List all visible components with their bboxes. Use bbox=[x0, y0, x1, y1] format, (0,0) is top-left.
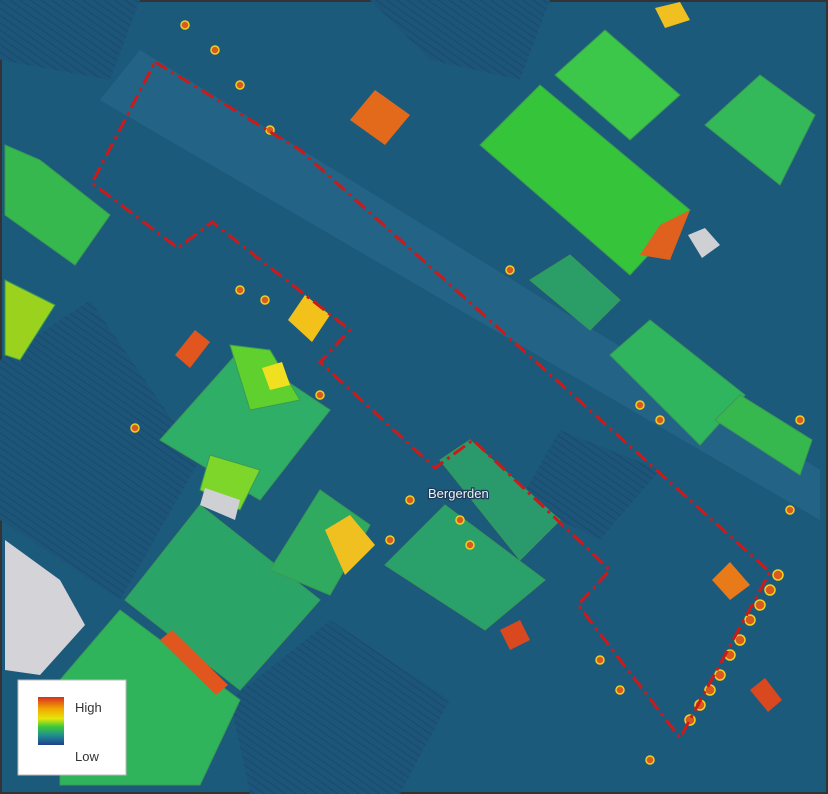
legend-low: Low bbox=[75, 749, 99, 764]
paved-area bbox=[200, 488, 240, 520]
study-area-boundary bbox=[90, 59, 772, 741]
paved-area bbox=[688, 228, 720, 258]
legend-box bbox=[17, 679, 127, 776]
legend-high: High bbox=[75, 700, 102, 715]
buildings bbox=[160, 2, 782, 712]
legend-ramp bbox=[38, 697, 64, 745]
paved-area bbox=[5, 540, 85, 675]
tree-rows bbox=[130, 20, 805, 765]
place-label: Bergerden bbox=[428, 486, 489, 501]
dark-plots bbox=[0, 0, 660, 794]
legend: High Low bbox=[17, 679, 127, 776]
